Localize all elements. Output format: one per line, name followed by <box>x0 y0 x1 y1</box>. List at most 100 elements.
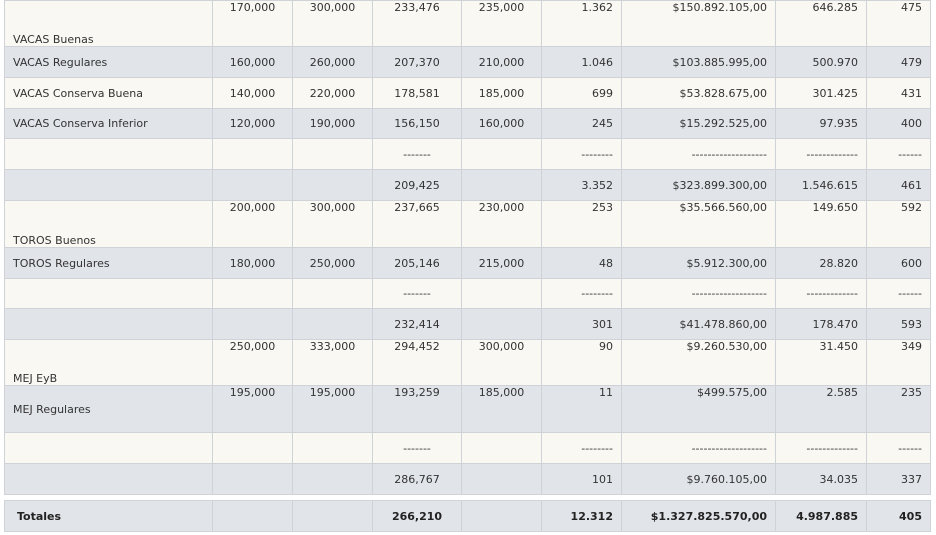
kg-cell: 646.285 <box>775 0 867 47</box>
min-price-cell: 180,000 <box>212 247 293 279</box>
amount-cell: $5.912.300,00 <box>621 247 776 279</box>
heads-cell: 253 <box>541 200 622 248</box>
avg-price-cell: 178,581 <box>372 77 462 109</box>
category-label <box>4 278 213 309</box>
max-price-cell <box>292 169 373 201</box>
max-price-cell: 260,000 <box>292 46 373 78</box>
subtotal-row: 232,414 301 $41.478.860,00 178.470 593 <box>4 308 931 340</box>
category-label: TOROS Regulares <box>4 247 213 279</box>
heads-cell: 3.352 <box>541 169 622 201</box>
avg-kg-cell: 431 <box>866 77 931 109</box>
max-price-cell: 190,000 <box>292 108 373 139</box>
kg-cell: 31.450 <box>775 339 867 386</box>
table-row: VACAS Conserva Buena 140,000 220,000 178… <box>4 77 931 109</box>
separator-row: ------- -------- ------------------- ---… <box>4 138 931 170</box>
max-price-cell: 300,000 <box>292 200 373 248</box>
separator-dashes: -------- <box>541 278 622 309</box>
mode-price-cell <box>461 432 542 464</box>
min-price-cell <box>212 138 293 170</box>
amount-cell: $150.892.105,00 <box>621 0 776 47</box>
separator-dashes: ------- <box>372 138 462 170</box>
category-label: VACAS Buenas <box>4 0 213 47</box>
mode-price-cell: 160,000 <box>461 108 542 139</box>
separator-dashes: ------- <box>372 278 462 309</box>
avg-kg-cell: 600 <box>866 247 931 279</box>
heads-cell: 699 <box>541 77 622 109</box>
separator-dashes: ------ <box>866 278 931 309</box>
avg-price-cell: 193,259 <box>372 385 462 433</box>
category-label <box>4 169 213 201</box>
separator-row: ------- -------- ------------------- ---… <box>4 432 931 464</box>
subtotal-row: 209,425 3.352 $323.899.300,00 1.546.615 … <box>4 169 931 201</box>
min-price-cell: 140,000 <box>212 77 293 109</box>
subtotal-row: 286,767 101 $9.760.105,00 34.035 337 <box>4 463 931 495</box>
table-row: TOROS Regulares 180,000 250,000 205,146 … <box>4 247 931 279</box>
separator-dashes: ------ <box>866 138 931 170</box>
table-row: MEJ EyB 250,000 333,000 294,452 300,000 … <box>4 339 931 386</box>
table-row: MEJ Regulares 195,000 195,000 193,259 18… <box>4 385 931 433</box>
avg-price-cell: 233,476 <box>372 0 462 47</box>
min-price-cell: 170,000 <box>212 0 293 47</box>
heads-cell: 90 <box>541 339 622 386</box>
separator-dashes: ------------- <box>775 432 867 464</box>
category-label <box>4 432 213 464</box>
max-price-cell <box>292 278 373 309</box>
min-price-cell: 160,000 <box>212 46 293 78</box>
max-price-cell <box>292 138 373 170</box>
avg-kg-cell: 593 <box>866 308 931 340</box>
mode-price-cell <box>461 463 542 495</box>
amount-cell: $9.260.530,00 <box>621 339 776 386</box>
avg-kg-cell: 475 <box>866 0 931 47</box>
totals-row: Totales 266,210 12.312 $1.327.825.570,00… <box>4 500 931 532</box>
avg-price-cell: 156,150 <box>372 108 462 139</box>
min-price-cell <box>212 463 293 495</box>
amount-cell: $9.760.105,00 <box>621 463 776 495</box>
kg-cell: 149.650 <box>775 200 867 248</box>
mode-price-cell: 215,000 <box>461 247 542 279</box>
category-label: VACAS Conserva Buena <box>4 77 213 109</box>
separator-dashes: ------------------- <box>621 138 776 170</box>
avg-price-cell: 232,414 <box>372 308 462 340</box>
mode-price-cell: 185,000 <box>461 77 542 109</box>
price-table: VACAS Buenas 170,000 300,000 233,476 235… <box>4 0 931 495</box>
min-price-cell <box>212 169 293 201</box>
avg-kg-cell: 337 <box>866 463 931 495</box>
heads-cell: 48 <box>541 247 622 279</box>
min-price-cell: 120,000 <box>212 108 293 139</box>
max-price-cell <box>292 463 373 495</box>
kg-cell: 500.970 <box>775 46 867 78</box>
avg-price-cell: 209,425 <box>372 169 462 201</box>
amount-cell: $103.885.995,00 <box>621 46 776 78</box>
kg-cell: 1.546.615 <box>775 169 867 201</box>
table-row: VACAS Buenas 170,000 300,000 233,476 235… <box>4 0 931 47</box>
table-row: VACAS Conserva Inferior 120,000 190,000 … <box>4 108 931 139</box>
kg-cell: 178.470 <box>775 308 867 340</box>
avg-price-cell: 205,146 <box>372 247 462 279</box>
heads-cell: 301 <box>541 308 622 340</box>
min-price-cell: 200,000 <box>212 200 293 248</box>
mode-price-cell: 300,000 <box>461 339 542 386</box>
mode-price-cell: 210,000 <box>461 46 542 78</box>
avg-kg-cell: 461 <box>866 169 931 201</box>
min-price-cell <box>212 278 293 309</box>
category-label: MEJ Regulares <box>4 385 213 433</box>
avg-price-cell: 207,370 <box>372 46 462 78</box>
mode-price-cell <box>461 278 542 309</box>
max-price-cell: 333,000 <box>292 339 373 386</box>
totals-label: Totales <box>4 500 213 532</box>
table-row: VACAS Regulares 160,000 260,000 207,370 … <box>4 46 931 78</box>
amount-cell: $15.292.525,00 <box>621 108 776 139</box>
totals-table: Totales 266,210 12.312 $1.327.825.570,00… <box>4 500 931 532</box>
avg-price-cell: 237,665 <box>372 200 462 248</box>
max-price-cell: 300,000 <box>292 0 373 47</box>
min-price-cell: 250,000 <box>212 339 293 386</box>
avg-kg-cell: 592 <box>866 200 931 248</box>
mode-price-cell: 235,000 <box>461 0 542 47</box>
max-price-cell <box>292 432 373 464</box>
mode-price-cell: 185,000 <box>461 385 542 433</box>
min-price-cell <box>212 432 293 464</box>
totals-avg-price: 266,210 <box>372 500 462 532</box>
mode-price-cell <box>461 169 542 201</box>
category-label: MEJ EyB <box>4 339 213 386</box>
